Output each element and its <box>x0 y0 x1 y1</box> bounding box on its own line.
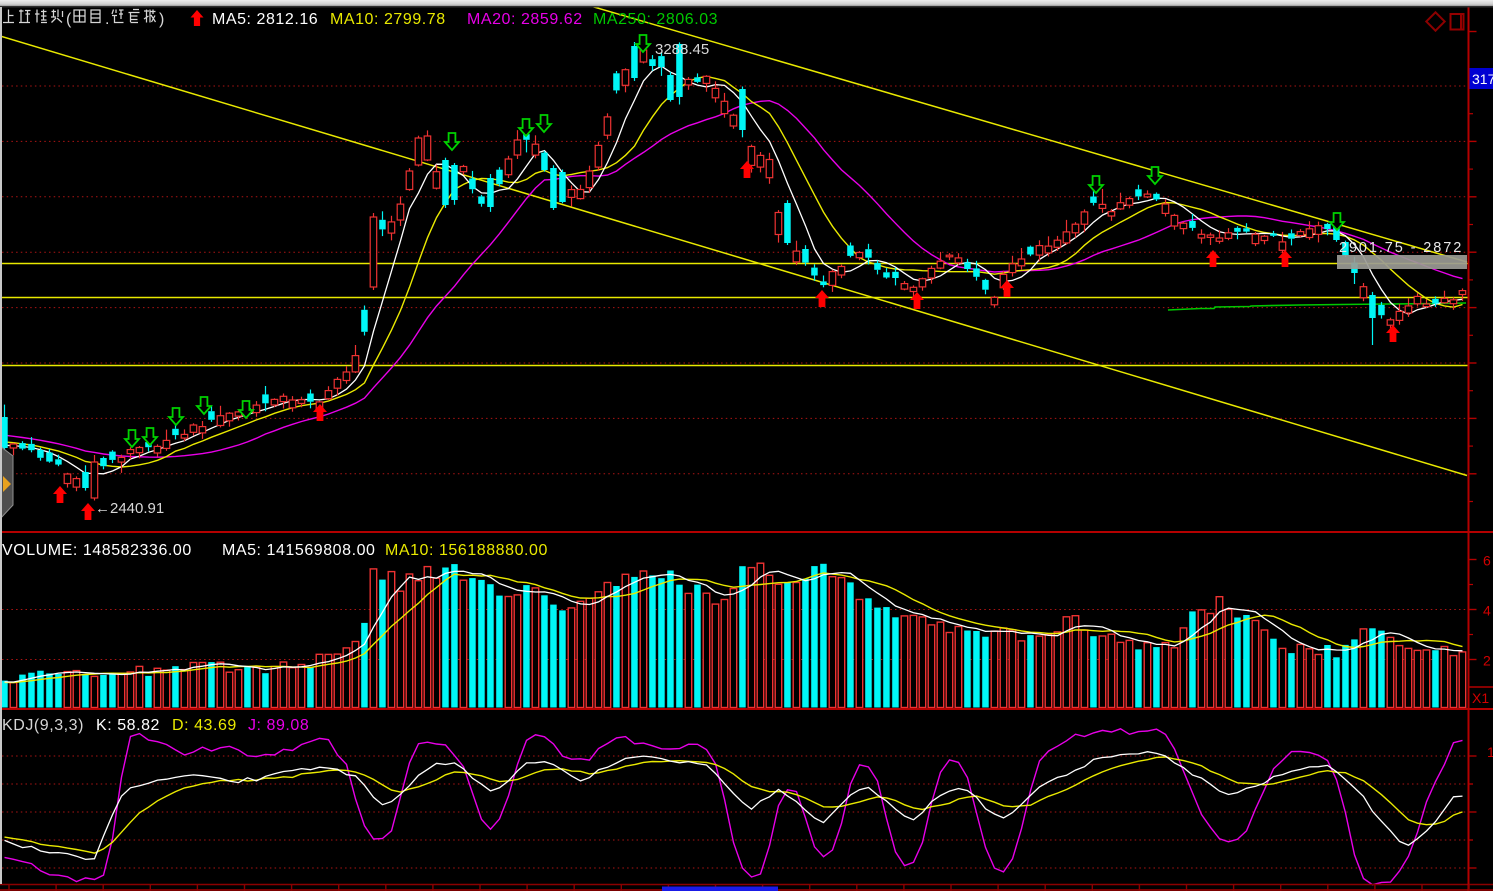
svg-text:K: 58.82: K: 58.82 <box>96 717 160 734</box>
svg-text:3288.45: 3288.45 <box>655 41 709 58</box>
svg-text:X1: X1 <box>1472 690 1489 706</box>
svg-text:MA10: 156188880.00: MA10: 156188880.00 <box>385 542 548 559</box>
svg-text:4: 4 <box>1483 603 1491 619</box>
svg-text:VOLUME: 148582336.00: VOLUME: 148582336.00 <box>2 542 192 559</box>
svg-text:MA20: 2859.62: MA20: 2859.62 <box>467 11 583 28</box>
svg-text:100: 100 <box>1487 744 1493 760</box>
svg-text:2901.75 - 2872: 2901.75 - 2872 <box>1339 240 1463 256</box>
svg-text:KDJ(9,3,3): KDJ(9,3,3) <box>2 717 84 734</box>
svg-text:MA5: 141569808.00: MA5: 141569808.00 <box>222 542 375 559</box>
svg-text:MA10: 2799.78: MA10: 2799.78 <box>330 11 446 28</box>
svg-text:(: ( <box>66 11 72 28</box>
svg-text:): ) <box>159 11 164 28</box>
svg-text:6: 6 <box>1483 553 1491 569</box>
svg-text:.: . <box>105 11 109 28</box>
svg-text:2: 2 <box>1483 653 1491 669</box>
svg-text:←2440.91: ←2440.91 <box>95 500 164 517</box>
svg-text:MA5: 2812.16: MA5: 2812.16 <box>212 11 318 28</box>
svg-text:J: 89.08: J: 89.08 <box>248 717 309 734</box>
svg-text:317: 317 <box>1472 71 1493 87</box>
svg-text:MA250: 2806.03: MA250: 2806.03 <box>593 11 718 28</box>
svg-text:D: 43.69: D: 43.69 <box>172 717 237 734</box>
